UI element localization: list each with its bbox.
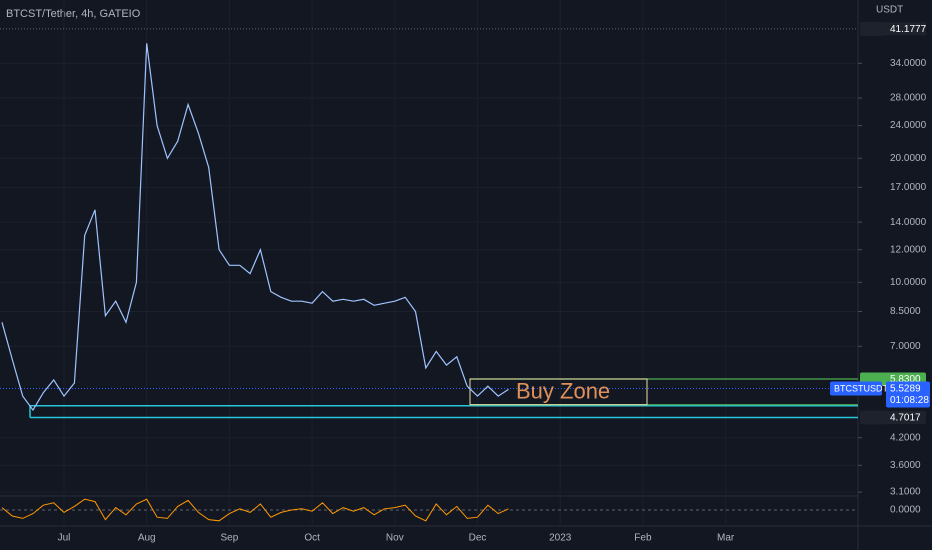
low-value-text: 4.7017 <box>890 413 921 424</box>
x-tick-label: Aug <box>138 533 156 544</box>
zone-top-text: 5.8300 <box>890 374 921 385</box>
y-tick-label: 34.0000 <box>890 58 927 69</box>
y-tick-label: 3.6000 <box>890 460 921 471</box>
last-price-box <box>886 381 930 408</box>
y-tick-label: 3.1000 <box>890 487 921 498</box>
x-tick-label: Jul <box>58 533 71 544</box>
y-tick-label: 12.0000 <box>890 244 927 255</box>
last-price: 5.5289 <box>890 384 921 395</box>
countdown: 01:08:28 <box>890 395 929 406</box>
x-tick-label: 2023 <box>549 533 572 544</box>
y-tick-label: 14.0000 <box>890 217 927 228</box>
oscillator-line <box>1 498 509 522</box>
symbol-tag: BTCSTUSDT <box>834 383 889 393</box>
price-line <box>1 43 509 412</box>
y-tick-label: 4.2000 <box>890 432 921 443</box>
y-tick-label: 24.0000 <box>890 120 927 131</box>
y-tick-label: 10.0000 <box>890 277 927 288</box>
buy-zone-label: Buy Zone <box>516 379 610 404</box>
y-axis-label: USDT <box>876 5 903 16</box>
high-value-box <box>860 22 926 36</box>
symbol-tag-box <box>830 381 882 396</box>
y-tick-label: 8.5000 <box>890 306 921 317</box>
y-tick-label: 28.0000 <box>890 93 927 104</box>
chart-title: BTCST/Tether, 4h, GATEIO <box>6 8 141 20</box>
y-tick-label: 17.0000 <box>890 182 927 193</box>
low-value-box <box>860 411 926 425</box>
x-tick-label: Dec <box>469 533 487 544</box>
x-tick-label: Mar <box>717 533 735 544</box>
high-value-text: 41.1777 <box>890 24 927 35</box>
x-tick-label: Nov <box>386 533 404 544</box>
x-tick-label: Feb <box>634 533 652 544</box>
y-tick-label: 20.0000 <box>890 153 927 164</box>
x-tick-label: Sep <box>221 533 239 544</box>
x-tick-label: Oct <box>304 533 320 544</box>
y-tick-label: 0.0000 <box>890 505 921 516</box>
y-tick-label: 7.0000 <box>890 341 921 352</box>
buy-zone-box <box>469 378 648 406</box>
